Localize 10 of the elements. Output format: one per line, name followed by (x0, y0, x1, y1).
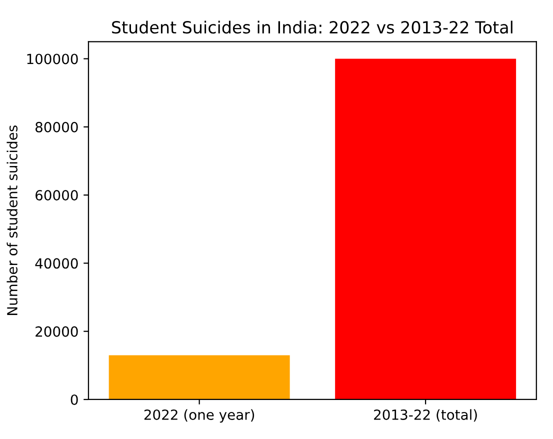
chart-title: Student Suicides in India: 2022 vs 2013-22 Total (112, 20, 512, 34)
x-tick-label: 2013-22 (total) (374, 409, 477, 422)
y-tick-label: 40000 (35, 258, 78, 269)
y-axis-title: Number of student suicides (6, 126, 18, 315)
y-tick-label: 20000 (36, 326, 78, 337)
y-tick-label: 100000 (27, 54, 78, 64)
y-tick-label: 0 (70, 394, 78, 405)
y-tick-label: 80000 (36, 122, 78, 132)
x-tick-label: 2022 (one year) (144, 409, 254, 423)
y-tick-label: 60000 (36, 190, 78, 201)
